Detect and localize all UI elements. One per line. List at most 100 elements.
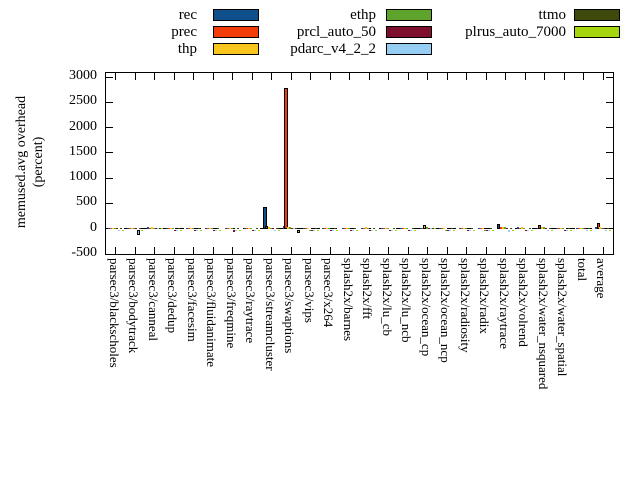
x-tick xyxy=(173,247,175,254)
bar-thp xyxy=(482,227,485,229)
bar-pdarc_v4_2_2 xyxy=(195,229,198,232)
bar-plrus_auto_7000 xyxy=(219,229,222,231)
y-tick-label: 0 xyxy=(90,219,97,235)
bar-pdarc_v4_2_2 xyxy=(312,229,315,231)
x-tick xyxy=(505,73,507,80)
x-tick xyxy=(310,73,312,80)
bar-prcl_auto_50 xyxy=(291,227,294,229)
bar-ttmo xyxy=(275,227,278,229)
bar-thp xyxy=(462,227,465,229)
bar-prcl_auto_50 xyxy=(583,227,586,229)
bar-prec xyxy=(538,225,542,229)
bar-prec xyxy=(324,227,327,229)
bar-rec xyxy=(361,227,364,229)
legend-label: ttmo xyxy=(538,7,566,23)
bar-prec xyxy=(129,227,132,229)
bar-rec xyxy=(205,227,208,229)
x-tick-label: splash2x/lu_cb xyxy=(379,258,395,336)
bar-pdarc_v4_2_2 xyxy=(390,229,393,231)
bar-prec xyxy=(304,227,307,229)
bar-thp xyxy=(521,227,524,229)
bar-ethp xyxy=(601,227,604,229)
bar-pdarc_v4_2_2 xyxy=(488,229,491,231)
x-tick xyxy=(544,73,546,80)
bar-ttmo xyxy=(568,227,571,229)
bar-prec xyxy=(284,88,289,229)
x-tick xyxy=(349,247,351,254)
bar-plrus_auto_7000 xyxy=(316,229,319,231)
x-tick xyxy=(427,73,429,80)
bar-prec xyxy=(363,227,366,229)
plot-area xyxy=(105,72,614,255)
bar-prec xyxy=(148,227,151,229)
x-tick-label: splash2x/volrend xyxy=(516,258,532,347)
x-tick xyxy=(602,247,604,254)
bar-ttmo xyxy=(451,227,454,229)
bar-pdarc_v4_2_2 xyxy=(585,229,588,231)
x-tick xyxy=(310,247,312,254)
bar-prcl_auto_50 xyxy=(544,227,547,229)
bar-plrus_auto_7000 xyxy=(414,229,417,231)
legend-swatch-thp xyxy=(213,43,259,55)
bar-ttmo xyxy=(490,227,493,229)
bar-ethp xyxy=(367,227,370,229)
bar-rec xyxy=(127,227,130,229)
x-tick xyxy=(251,73,253,80)
bar-prec xyxy=(226,227,229,229)
bar-prcl_auto_50 xyxy=(349,229,352,231)
bar-prcl_auto_50 xyxy=(271,227,274,229)
bar-pdarc_v4_2_2 xyxy=(117,229,120,231)
bar-plrus_auto_7000 xyxy=(180,229,183,231)
bar-ethp xyxy=(211,227,214,229)
legend-label: thp xyxy=(177,41,197,57)
x-tick xyxy=(232,247,234,254)
bar-prcl_auto_50 xyxy=(193,229,196,232)
x-tick-label: parsec3/bodytrack xyxy=(126,258,142,354)
bar-ethp xyxy=(542,227,545,229)
bar-plrus_auto_7000 xyxy=(160,227,163,229)
x-tick xyxy=(583,247,585,254)
bar-prcl_auto_50 xyxy=(369,229,372,232)
y-tick xyxy=(106,76,113,78)
x-tick xyxy=(251,247,253,254)
x-tick-label: splash2x/barnes xyxy=(340,258,356,342)
bar-rec xyxy=(244,227,247,229)
bar-ttmo xyxy=(197,227,200,229)
x-tick-label: parsec3/raytrace xyxy=(243,258,259,344)
legend-label: plrus_auto_7000 xyxy=(465,24,566,40)
x-tick xyxy=(349,73,351,80)
zero-line xyxy=(107,228,612,230)
x-tick-label: total xyxy=(574,258,590,282)
bar-ethp xyxy=(425,227,428,229)
x-tick-label: splash2x/radix xyxy=(477,258,493,334)
bar-ethp xyxy=(172,227,175,229)
bar-rec xyxy=(575,227,578,229)
bar-plrus_auto_7000 xyxy=(492,229,495,231)
bar-pdarc_v4_2_2 xyxy=(156,227,159,229)
bar-prcl_auto_50 xyxy=(427,227,430,229)
bar-thp xyxy=(326,227,329,229)
bar-prcl_auto_50 xyxy=(388,229,391,232)
x-tick xyxy=(544,247,546,254)
bar-rec xyxy=(458,227,461,229)
bar-ethp xyxy=(347,227,350,229)
bar-ttmo xyxy=(607,227,610,229)
bar-pdarc_v4_2_2 xyxy=(332,229,335,231)
bar-plrus_auto_7000 xyxy=(141,229,144,231)
bar-pdarc_v4_2_2 xyxy=(371,229,374,231)
y-tick-label: 500 xyxy=(76,194,97,210)
bar-prcl_auto_50 xyxy=(232,229,235,232)
x-tick xyxy=(212,73,214,80)
bar-thp xyxy=(404,227,407,229)
bar-thp xyxy=(189,227,192,229)
legend-label: prec xyxy=(171,24,197,40)
bar-prcl_auto_50 xyxy=(252,229,255,231)
x-tick xyxy=(466,73,468,80)
y-tick xyxy=(606,127,613,129)
bar-ethp xyxy=(445,229,448,231)
x-tick-label: parsec3/blackscholes xyxy=(106,258,122,368)
bar-thp xyxy=(579,227,582,229)
x-tick-label: parsec3/x264 xyxy=(321,258,337,328)
x-tick xyxy=(466,247,468,254)
